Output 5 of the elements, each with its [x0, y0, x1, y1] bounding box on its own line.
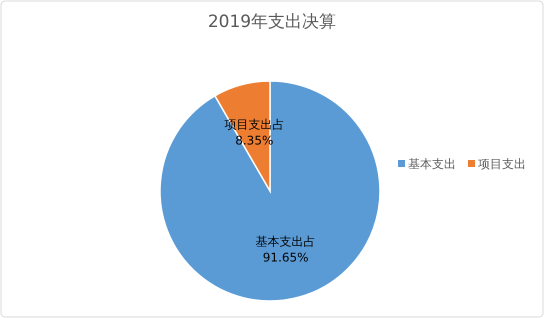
legend-label: 项目支出: [478, 157, 526, 171]
data-label: 基本支出占 91.65%: [256, 234, 316, 264]
legend-label: 基本支出: [408, 157, 456, 171]
pie-slice: [159, 80, 381, 302]
chart-title: 2019年支出决算: [208, 12, 336, 32]
